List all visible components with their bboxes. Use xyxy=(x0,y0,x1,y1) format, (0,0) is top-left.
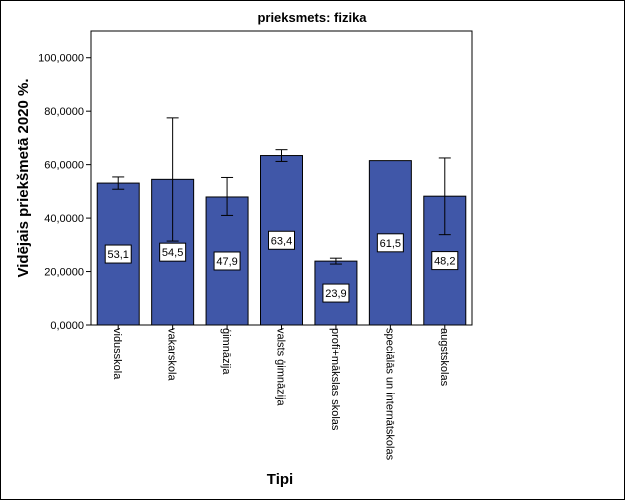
data-label: 48,2 xyxy=(434,256,455,268)
x-tick-label: ģimnāzija xyxy=(220,328,233,375)
chart-title: prieksmets: fizika xyxy=(257,10,367,25)
data-label-box xyxy=(213,251,241,271)
y-tick-label: 0,0000 xyxy=(50,320,84,332)
x-tick-label: augstskolas xyxy=(438,328,450,387)
data-label: 47,9 xyxy=(216,256,237,268)
data-label-box xyxy=(376,233,404,253)
data-label-box xyxy=(431,251,459,271)
y-tick-label: 40,0000 xyxy=(44,213,84,225)
x-axis: vidusskola vakarskola ģimnāzija valsts ģimn… xyxy=(111,325,450,461)
y-tick-label: 60,0000 xyxy=(44,160,84,172)
x-tick-label: vakarskola xyxy=(166,328,178,381)
y-axis: 0,0000 20,0000 40,0000 60,0000 80,0000 100,00… xyxy=(38,53,91,332)
x-tick-label: profi+mākslas skolas xyxy=(329,328,341,431)
y-tick-label: 100,0000 xyxy=(38,53,84,65)
data-label-box xyxy=(104,244,132,264)
data-label-box xyxy=(159,242,187,262)
y-tick-label: 80,0000 xyxy=(44,106,84,118)
x-axis-label: Tipi xyxy=(267,471,293,488)
data-label-box xyxy=(268,230,295,250)
x-tick-label: speciālās un internātskolas xyxy=(383,328,395,461)
y-tick-label: 20,0000 xyxy=(44,267,84,279)
data-label: 54,5 xyxy=(162,247,183,259)
data-label: 23,9 xyxy=(325,288,346,300)
data-label-box xyxy=(322,283,350,303)
y-axis-label: Vidējais priekšmetā 2020 %. xyxy=(15,78,32,277)
data-label: 63,4 xyxy=(271,235,292,247)
x-tick-label: vidusskola xyxy=(111,328,123,380)
x-tick-label: valsts ģimnāzija xyxy=(275,328,288,407)
data-label: 61,5 xyxy=(380,238,401,250)
data-label: 53,1 xyxy=(108,249,129,261)
bars: 53,1 54,5 47,9 63,4 23,9 61,5 48,2 xyxy=(96,117,467,326)
